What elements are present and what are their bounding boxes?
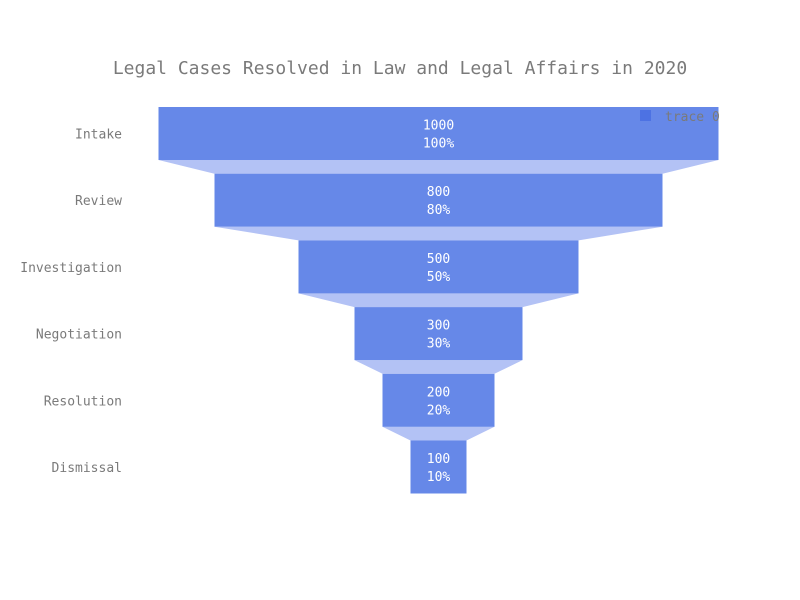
stage-label-review: Review (75, 194, 122, 209)
chart-title: Legal Cases Resolved in Law and Legal Af… (113, 58, 687, 79)
bar-value-label: 800 (427, 185, 450, 200)
stage-label-investigation: Investigation (20, 261, 122, 276)
funnel-bar-investigation[interactable] (298, 240, 579, 294)
bar-percent-label: 20% (427, 403, 451, 418)
bar-percent-label: 10% (427, 470, 451, 485)
bar-percent-label: 30% (427, 337, 451, 352)
funnel-bar-negotiation[interactable] (354, 307, 523, 361)
funnel-bars: 1000 100% 800 80% 500 50% 300 30% 200 20% 100 10% (158, 107, 719, 494)
legend[interactable]: trace 0 (640, 110, 720, 125)
bar-percent-label: 50% (427, 270, 451, 285)
funnel-connector (158, 160, 719, 174)
bar-value-label: 100 (427, 452, 450, 467)
funnel-bar-resolution[interactable] (382, 373, 495, 427)
bar-value-label: 200 (427, 385, 450, 400)
funnel-connectors (158, 160, 719, 441)
bar-value-label: 500 (427, 252, 450, 267)
funnel-connector (354, 360, 523, 374)
funnel-connector (214, 226, 663, 241)
bar-value-label: 1000 (423, 119, 454, 134)
legend-swatch[interactable] (640, 110, 651, 121)
stage-label-dismissal: Dismissal (52, 461, 122, 476)
stage-label-resolution: Resolution (44, 394, 122, 409)
funnel-bar-intake[interactable] (158, 107, 719, 160)
bar-value-label: 300 (427, 319, 450, 334)
stage-label-intake: Intake (75, 128, 122, 143)
stage-labels: Intake Review Investigation Negotiation Reso… (20, 128, 122, 477)
bar-percent-label: 80% (427, 203, 451, 218)
funnel-bar-review[interactable] (214, 173, 663, 227)
funnel-bar-dismissal[interactable] (410, 440, 467, 494)
funnel-connector (298, 293, 579, 308)
bar-percent-label: 100% (423, 137, 454, 152)
stage-label-negotiation: Negotiation (36, 328, 122, 343)
legend-label[interactable]: trace 0 (665, 110, 720, 125)
funnel-connector (382, 426, 495, 441)
